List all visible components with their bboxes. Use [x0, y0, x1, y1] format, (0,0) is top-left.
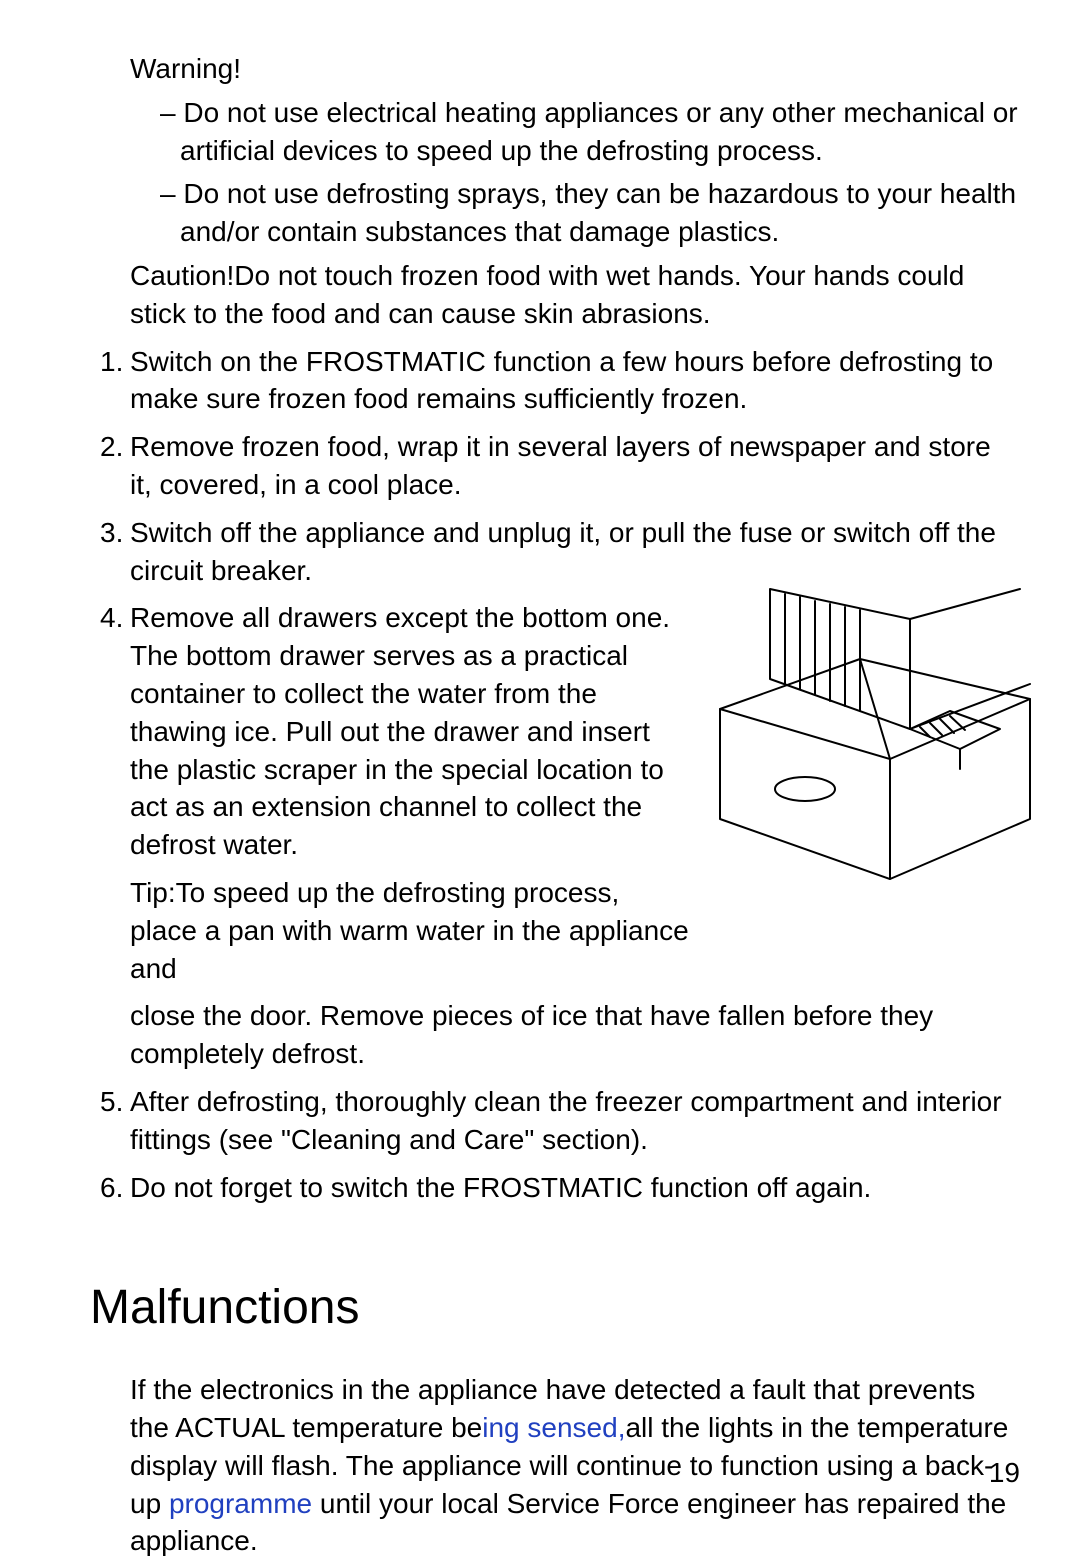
caution-line: Caution!Do not touch frozen food with we… [130, 257, 1020, 333]
section-title-malfunctions: Malfunctions [90, 1276, 1020, 1341]
step-6: 6.Do not forget to switch the FROSTMATIC… [100, 1169, 1020, 1207]
warning-bullet-1: – Do not use electrical heating applianc… [160, 94, 1020, 170]
step-2: 2.Remove frozen food, wrap it in several… [100, 428, 1020, 504]
step-3: 3.Switch off the appliance and unplug it… [100, 514, 1020, 590]
step-5: 5.After defrosting, thoroughly clean the… [100, 1083, 1020, 1159]
warning-label: Warning! [130, 53, 241, 84]
page-number: 19 [989, 1457, 1020, 1489]
blue-text-2: programme [169, 1488, 320, 1519]
tip-line-a: Tip:To speed up the defrosting process, … [100, 874, 690, 987]
warning-bullet-2: – Do not use defrosting sprays, they can… [160, 175, 1020, 251]
drawer-illustration [660, 579, 1060, 889]
step-1: 1.Switch on the FROSTMATIC function a fe… [100, 343, 1020, 419]
tip-line-b: close the door. Remove pieces of ice tha… [100, 997, 1020, 1073]
malfunction-paragraph: If the electronics in the appliance have… [130, 1371, 1020, 1560]
step-4: 4.Remove all drawers except the bottom o… [100, 599, 690, 864]
blue-text-1: ing sensed, [482, 1412, 625, 1443]
